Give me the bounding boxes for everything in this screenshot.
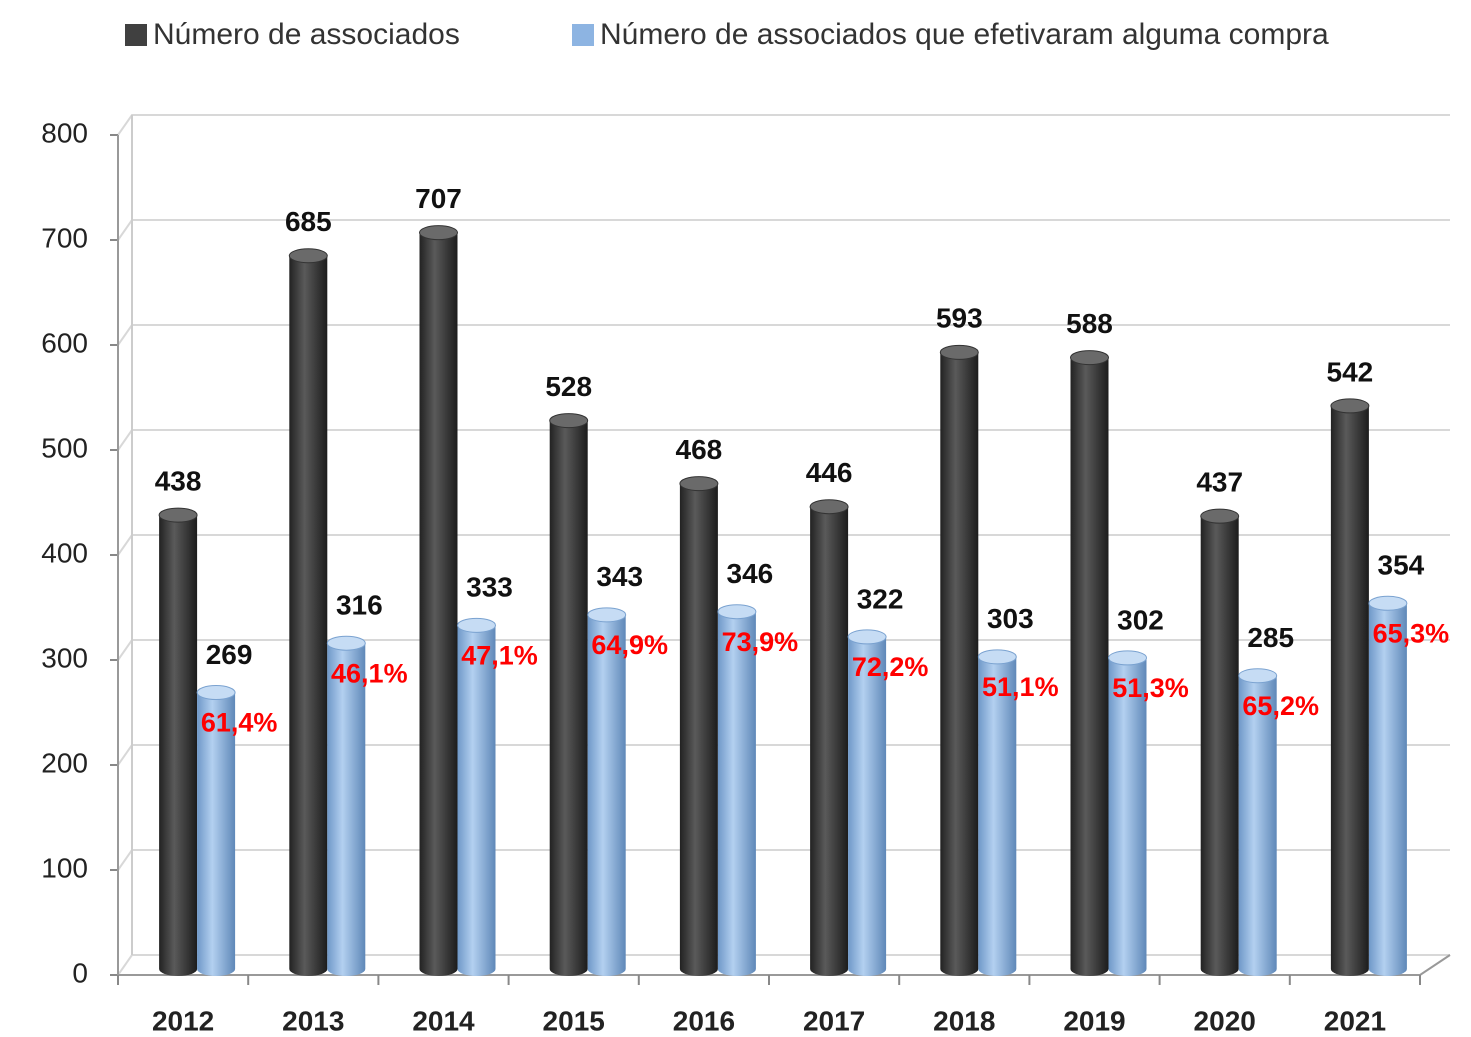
- bar-top: [419, 225, 458, 241]
- bar: [978, 656, 1017, 976]
- legend-label: Número de associados que efetivaram algu…: [600, 18, 1329, 51]
- percent-label: 51,1%: [982, 672, 1059, 702]
- bar-top: [1200, 508, 1240, 524]
- bar: [1238, 675, 1277, 976]
- x-tick-label: 2018: [933, 1005, 995, 1036]
- percent-label: 65,3%: [1373, 618, 1450, 648]
- legend-swatch: [125, 24, 147, 46]
- data-label: 346: [727, 558, 774, 589]
- percent-label: 64,9%: [591, 630, 668, 660]
- data-label: 303: [987, 603, 1034, 634]
- bar: [197, 692, 236, 976]
- bar-top: [1330, 398, 1370, 414]
- bar-top: [977, 649, 1017, 665]
- y-tick-label: 400: [41, 537, 88, 568]
- percent-label: 61,4%: [201, 708, 278, 738]
- x-tick-label: 2020: [1194, 1005, 1256, 1036]
- bar-top: [1368, 595, 1408, 611]
- bar-top: [1108, 650, 1147, 666]
- bar-top: [457, 617, 496, 633]
- bar-top: [587, 607, 627, 623]
- bar: [419, 232, 458, 976]
- y-tick-label: 200: [41, 747, 88, 778]
- data-label: 588: [1066, 308, 1113, 339]
- data-label: 446: [806, 457, 853, 488]
- y-tick-label: 700: [41, 222, 88, 253]
- data-label: 322: [857, 583, 904, 614]
- x-tick-label: 2013: [282, 1005, 344, 1036]
- bar-top: [158, 507, 198, 523]
- data-label: 269: [206, 639, 253, 670]
- percent-label: 73,9%: [722, 627, 799, 657]
- x-tick-label: 2021: [1324, 1005, 1386, 1036]
- bar-top: [939, 344, 979, 360]
- data-label: 343: [596, 561, 643, 592]
- data-label: 685: [285, 206, 332, 237]
- bar: [848, 636, 887, 976]
- data-label: 285: [1247, 622, 1294, 653]
- data-label: 707: [415, 183, 462, 214]
- bar: [1368, 603, 1407, 976]
- data-label: 316: [336, 590, 383, 621]
- x-tick-label: 2016: [673, 1005, 735, 1036]
- x-tick-label: 2017: [803, 1005, 865, 1036]
- x-tick-label: 2014: [412, 1005, 475, 1036]
- bar: [327, 643, 366, 976]
- bar: [940, 352, 979, 977]
- bar: [1200, 516, 1239, 976]
- data-label: 354: [1378, 550, 1425, 581]
- y-tick-label: 500: [41, 432, 88, 463]
- x-tick-label: 2019: [1063, 1005, 1125, 1036]
- data-label: 438: [155, 465, 202, 496]
- data-label: 468: [676, 434, 723, 465]
- bar: [159, 515, 198, 976]
- bar: [1108, 657, 1147, 976]
- percent-label: 51,3%: [1112, 673, 1189, 703]
- bar: [457, 625, 496, 976]
- bar: [679, 483, 718, 976]
- grid-line: [117, 114, 1450, 136]
- bar-top: [549, 413, 589, 429]
- bar-top: [1070, 350, 1109, 366]
- y-tick-label: 600: [41, 327, 88, 358]
- data-label: 333: [466, 572, 513, 603]
- bar: [1330, 405, 1369, 976]
- bar-top: [717, 604, 757, 620]
- bar-top: [196, 685, 236, 701]
- data-label: 302: [1117, 604, 1164, 635]
- y-tick-label: 0: [72, 957, 88, 988]
- bar-top: [679, 476, 719, 492]
- data-label: 528: [545, 371, 592, 402]
- bar-top: [326, 635, 366, 651]
- percent-label: 46,1%: [331, 658, 408, 688]
- y-tick-label: 300: [41, 642, 88, 673]
- legend-swatch: [572, 24, 594, 46]
- data-label: 593: [936, 303, 983, 334]
- percent-label: 47,1%: [461, 640, 538, 670]
- bar-top: [1238, 668, 1278, 684]
- bar: [1070, 357, 1109, 977]
- data-label: 542: [1327, 356, 1374, 387]
- y-tick-label: 800: [41, 117, 88, 148]
- bar: [810, 506, 849, 976]
- bar: [289, 255, 328, 976]
- x-tick-label: 2012: [152, 1005, 214, 1036]
- bar: [717, 611, 756, 976]
- percent-label: 72,2%: [852, 652, 929, 682]
- y-tick-label: 100: [41, 852, 88, 883]
- bar: [549, 420, 588, 977]
- bar-top: [809, 499, 849, 515]
- x-tick-label: 2015: [543, 1005, 605, 1036]
- bar-top: [288, 248, 328, 264]
- bar-top: [847, 629, 887, 645]
- percent-label: 65,2%: [1242, 691, 1319, 721]
- data-label: 437: [1196, 467, 1243, 498]
- bar: [587, 614, 626, 976]
- legend-label: Número de associados: [153, 18, 460, 51]
